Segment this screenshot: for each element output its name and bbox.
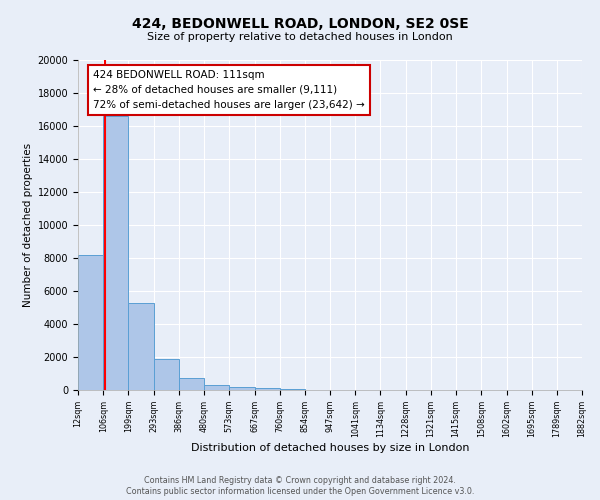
- Text: Contains public sector information licensed under the Open Government Licence v3: Contains public sector information licen…: [126, 488, 474, 496]
- Y-axis label: Number of detached properties: Number of detached properties: [23, 143, 34, 307]
- Text: Size of property relative to detached houses in London: Size of property relative to detached ho…: [147, 32, 453, 42]
- Bar: [229, 386, 254, 390]
- Bar: [204, 385, 229, 390]
- Bar: [103, 116, 128, 390]
- Bar: [78, 254, 103, 390]
- Bar: [154, 360, 179, 390]
- Bar: [280, 389, 305, 390]
- X-axis label: Distribution of detached houses by size in London: Distribution of detached houses by size …: [191, 443, 469, 453]
- Text: 424 BEDONWELL ROAD: 111sqm
← 28% of detached houses are smaller (9,111)
72% of s: 424 BEDONWELL ROAD: 111sqm ← 28% of deta…: [93, 70, 365, 110]
- Bar: [179, 378, 204, 390]
- Text: 424, BEDONWELL ROAD, LONDON, SE2 0SE: 424, BEDONWELL ROAD, LONDON, SE2 0SE: [131, 18, 469, 32]
- Text: Contains HM Land Registry data © Crown copyright and database right 2024.: Contains HM Land Registry data © Crown c…: [144, 476, 456, 485]
- Bar: [128, 302, 154, 390]
- Bar: [254, 388, 280, 390]
